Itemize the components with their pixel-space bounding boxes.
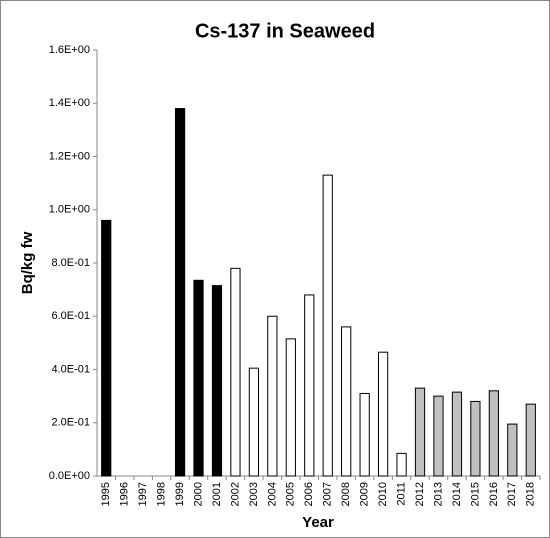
x-tick-label: 2006 [303,482,315,506]
x-tick-label: 2013 [432,482,444,506]
x-tick-label: 1995 [100,482,112,506]
x-tick-label: 2009 [359,482,371,506]
x-tick-label: 2002 [229,482,241,506]
bar [248,367,260,477]
y-tick-label: 1.0E+00 [49,204,90,216]
x-tick-label: 2018 [525,482,537,506]
bar [433,395,444,477]
bar [507,423,518,477]
x-tick-label: 1998 [156,482,168,506]
chart-title: Cs-137 in Seaweed [195,20,375,42]
bar [359,392,370,477]
bar [230,267,241,477]
bar [193,279,204,477]
y-tick-label: 0.0E+00 [49,470,90,482]
bar [396,452,407,477]
x-tick-label: 2011 [395,482,407,506]
y-tick-label: 1.2E+00 [49,150,90,162]
bar [211,285,223,477]
y-tick-label: 8.0E-01 [51,257,90,269]
x-tick-label: 2007 [322,482,334,506]
bar [470,400,481,477]
bar [377,351,389,477]
y-tick-label: 6.0E-01 [51,310,90,322]
bar [322,174,333,477]
bar [414,387,426,477]
x-tick-label: 1999 [174,482,186,506]
x-tick-label: 2010 [377,482,389,506]
x-tick-label: 2001 [211,482,223,506]
bar [488,390,499,477]
bar [267,315,278,477]
y-tick-label: 2.0E-01 [51,417,90,429]
x-tick-label: 2000 [192,482,204,506]
y-tick-label: 1.4E+00 [49,97,90,109]
x-tick-label: 2017 [506,482,518,506]
x-tick-label: 2015 [469,482,481,506]
y-axis-title: Bq/kg fw [19,231,36,294]
x-tick-label: 2012 [414,482,426,506]
y-tick-label: 1.6E+00 [49,44,90,56]
bar [525,403,536,477]
bar [174,108,186,477]
bar [285,338,296,477]
bar [451,391,463,477]
bar [101,219,112,477]
x-axis-title: Year [302,514,334,531]
x-tick-label: 2004 [266,482,278,506]
x-tick-label: 2005 [285,482,297,506]
x-tick-label: 2014 [451,482,463,506]
x-tick-label: 1997 [137,482,149,506]
x-tick-label: 2008 [340,482,352,506]
bar [341,326,352,477]
x-tick-label: 2003 [248,482,260,506]
x-tick-label: 1996 [119,482,131,506]
x-tick-label: 2016 [488,482,500,506]
bar [304,294,315,477]
y-tick-label: 4.0E-01 [51,363,90,375]
